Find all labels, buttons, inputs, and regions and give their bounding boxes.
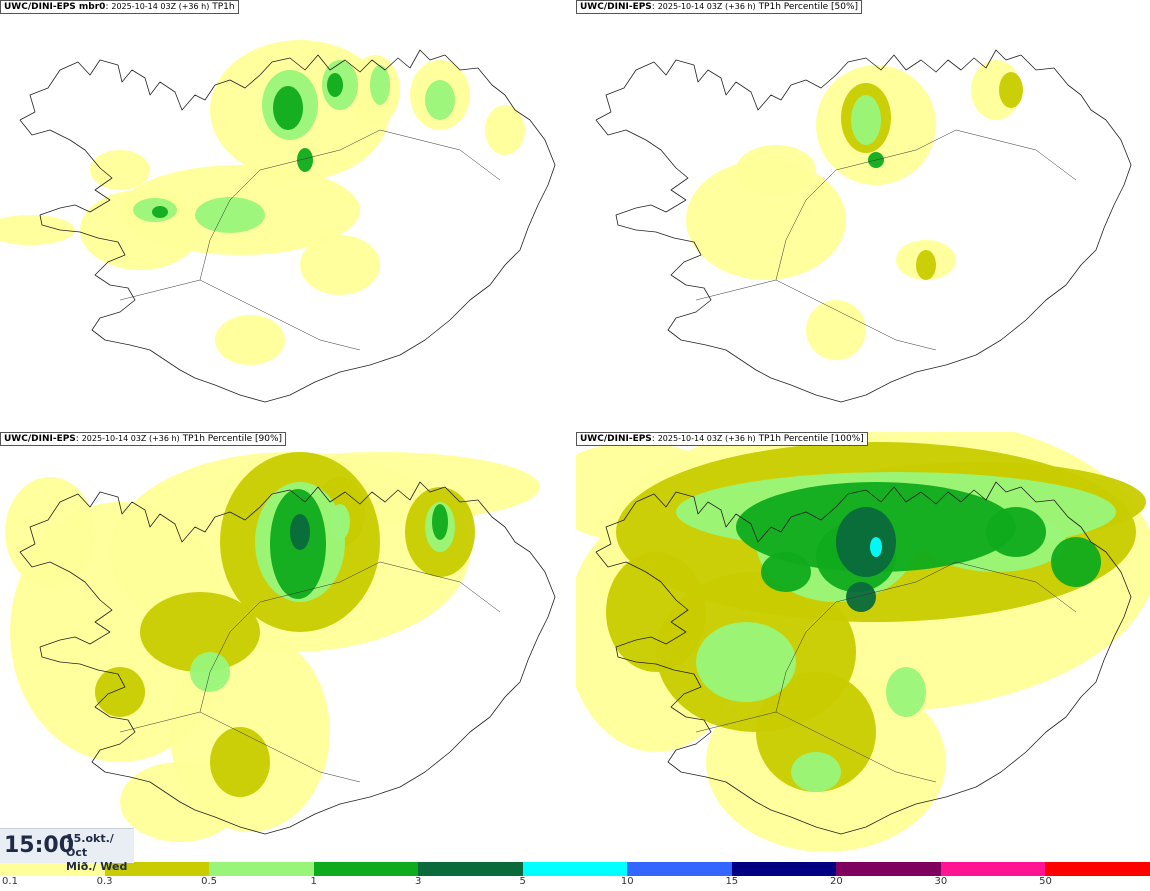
precip-colorbar: [0, 862, 1150, 876]
precip-blob: [986, 507, 1046, 557]
valid-time-box: 15:00 15.okt./ Oct Mið./ Wed: [0, 828, 134, 873]
precip-blob: [870, 537, 882, 557]
colorbar-swatch: [627, 862, 732, 876]
precip-map: [576, 432, 1150, 852]
precip-blob: [686, 160, 846, 280]
precip-blob: [606, 552, 706, 672]
colorbar-swatch: [0, 862, 105, 876]
colorbar-swatch: [313, 862, 419, 876]
precip-blob: [1051, 537, 1101, 587]
colorbar-swatch: [104, 862, 210, 876]
colorbar-tick-label: 5: [519, 876, 526, 887]
precip-blob: [297, 148, 313, 172]
precip-blob: [327, 73, 343, 97]
precip-field: [5, 452, 540, 842]
colorbar-tick-label: 10: [620, 876, 634, 887]
precip-blob: [152, 206, 168, 218]
precip-blob: [999, 72, 1023, 108]
precip-blob: [846, 582, 876, 612]
precip-blob: [330, 504, 350, 540]
precip-blob: [290, 514, 310, 550]
precip-blob: [806, 300, 866, 360]
map-panel-p90: UWC/DINI-EPS: 2025-10-14 03Z (+36 h) TP1…: [0, 432, 574, 860]
panel-title: UWC/DINI-EPS mbr0: 2025-10-14 03Z (+36 h…: [0, 0, 239, 14]
road-network: [695, 561, 1077, 783]
colorbar-tick-label: 3: [414, 876, 422, 887]
precip-blob: [791, 752, 841, 792]
precip-map: [0, 40, 556, 403]
colorbar-swatch: [522, 862, 628, 876]
colorbar-tick-label: 30: [934, 876, 948, 887]
colorbar-tick-label: 15: [725, 876, 739, 887]
colorbar-tick-label: 1: [310, 876, 317, 887]
coastline: [595, 49, 1132, 403]
precip-blob: [916, 250, 936, 280]
panel-title: UWC/DINI-EPS: 2025-10-14 03Z (+36 h) TP1…: [576, 0, 863, 14]
precip-blob: [736, 145, 816, 195]
precip-blob: [886, 667, 926, 717]
precip-blob: [851, 95, 881, 145]
panel-title: UWC/DINI-EPS: 2025-10-14 03Z (+36 h) TP1…: [576, 432, 868, 446]
map-panel-p50: UWC/DINI-EPS: 2025-10-14 03Z (+36 h) TP1…: [576, 0, 1150, 428]
precip-blob: [836, 507, 896, 577]
colorbar-ticks: 0.1 0.3 0.5 1 3 5 10 15 20 30 50: [0, 876, 1150, 891]
road-network: [695, 129, 1077, 351]
valid-date: 15.okt./ Oct Mið./ Wed: [66, 832, 128, 873]
map-panel-member0: UWC/DINI-EPS mbr0: 2025-10-14 03Z (+36 h…: [0, 0, 574, 428]
precip-blob: [95, 667, 145, 717]
precip-blob: [485, 105, 525, 155]
colorbar-swatch: [731, 862, 837, 876]
precip-blob: [140, 592, 260, 672]
precip-blob: [370, 65, 390, 105]
precip-blob: [0, 215, 75, 245]
colorbar-tick-label: 20: [829, 876, 843, 887]
colorbar-tick-label: 50: [1039, 876, 1052, 887]
precip-blob: [432, 504, 448, 540]
colorbar-swatch: [940, 862, 1046, 876]
road-network: [119, 129, 501, 351]
coastline: [19, 481, 556, 835]
coastline: [19, 49, 556, 403]
precip-blob: [696, 622, 796, 702]
precip-blob: [195, 197, 265, 233]
panel-title: UWC/DINI-EPS: 2025-10-14 03Z (+36 h) TP1…: [0, 432, 287, 446]
precip-field: [686, 60, 1023, 360]
precip-map: [5, 452, 556, 842]
coastline: [595, 481, 1132, 835]
colorbar-tick-label: 0.5: [201, 876, 218, 887]
colorbar-tick-label: 0.1: [2, 876, 18, 887]
precip-blob: [5, 477, 95, 587]
road-network: [119, 561, 501, 783]
colorbar-tick-label: 0.3: [96, 876, 113, 887]
colorbar-swatch: [1045, 862, 1150, 876]
valid-hour: 15:00: [4, 833, 75, 858]
map-panel-p100: UWC/DINI-EPS: 2025-10-14 03Z (+36 h) TP1…: [576, 432, 1150, 860]
colorbar-swatch: [209, 862, 314, 876]
precip-map: [595, 49, 1132, 403]
precip-blob: [215, 315, 285, 365]
precip-field: [576, 432, 1150, 852]
precip-blob: [425, 80, 455, 120]
precip-blob: [210, 727, 270, 797]
precip-blob: [90, 150, 150, 190]
precip-blob: [300, 235, 380, 295]
precip-blob: [273, 86, 303, 130]
colorbar-swatch: [418, 862, 523, 876]
colorbar-swatch: [836, 862, 941, 876]
precip-field: [0, 40, 525, 365]
precip-blob: [761, 552, 811, 592]
